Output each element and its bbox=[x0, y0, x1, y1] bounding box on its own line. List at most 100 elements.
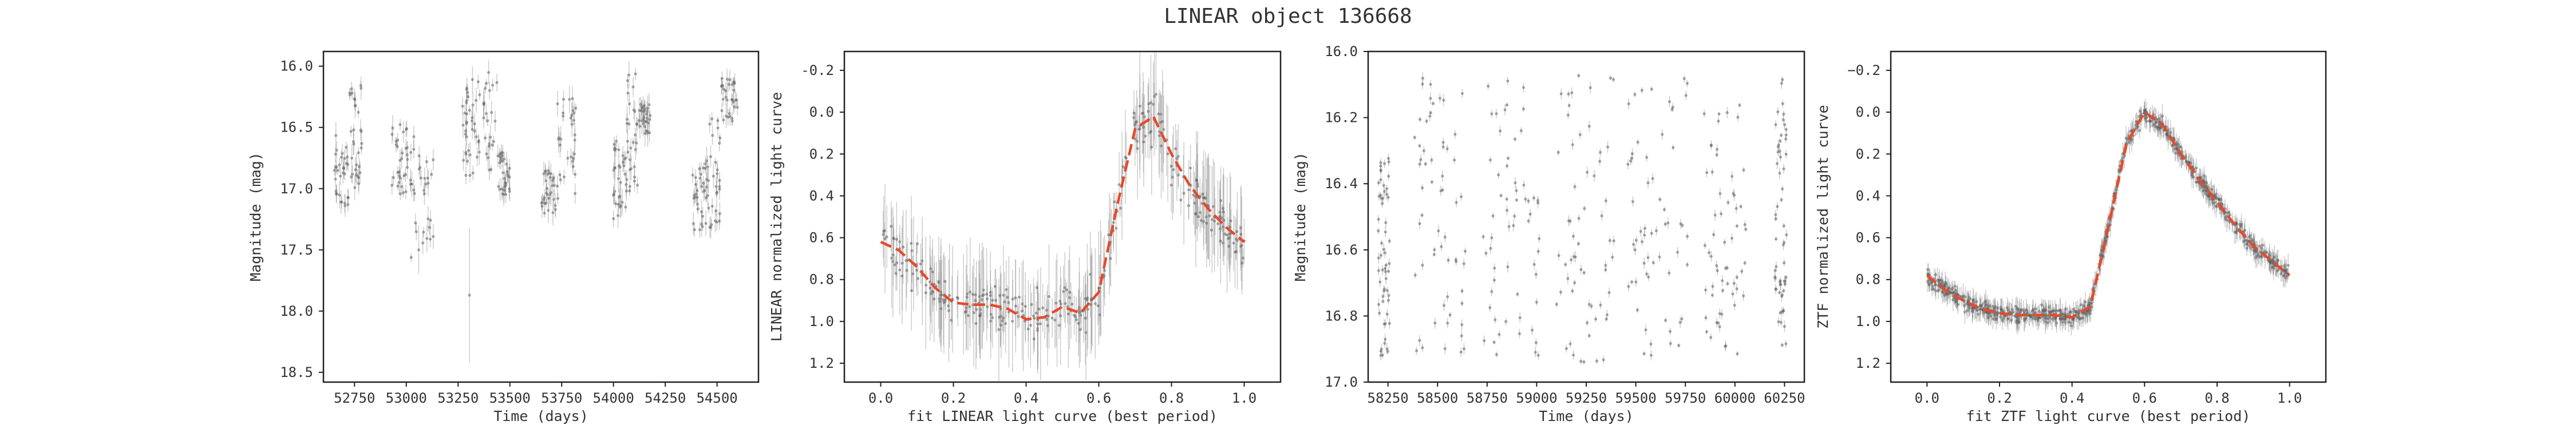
chart-1-point bbox=[612, 169, 615, 172]
chart-1-point bbox=[612, 217, 615, 221]
chart-1-point bbox=[700, 210, 704, 213]
chart-2-point bbox=[937, 280, 941, 283]
chart-2-data-points bbox=[882, 51, 1246, 381]
chart-3-point bbox=[1378, 311, 1381, 315]
chart-1-point bbox=[465, 112, 468, 116]
chart-4-point bbox=[2006, 308, 2010, 312]
chart-3-point bbox=[1716, 321, 1720, 325]
chart-3-point bbox=[1682, 77, 1686, 81]
chart-3-point bbox=[1379, 349, 1382, 353]
chart-3-point bbox=[1709, 255, 1713, 258]
chart-3-point bbox=[1386, 299, 1390, 302]
chart-1-point bbox=[504, 193, 508, 196]
chart-2-point bbox=[1192, 193, 1195, 197]
chart-4-point bbox=[2069, 310, 2073, 313]
chart-3-point bbox=[1534, 351, 1537, 354]
chart-4-point bbox=[2179, 157, 2183, 161]
chart-2-point bbox=[883, 229, 887, 232]
chart-4-point bbox=[2156, 117, 2160, 121]
chart-1-point bbox=[421, 241, 425, 245]
chart-1-point bbox=[549, 191, 553, 194]
chart-1-point bbox=[692, 222, 695, 225]
chart-3-point bbox=[1627, 102, 1630, 106]
chart-1-point bbox=[625, 178, 629, 181]
chart-4-point bbox=[2279, 272, 2283, 275]
chart-3-point bbox=[1780, 82, 1783, 85]
chart-2-point bbox=[966, 292, 969, 296]
chart-2-point bbox=[1079, 313, 1082, 317]
chart-1-point bbox=[624, 205, 627, 209]
chart-3-point bbox=[1735, 206, 1738, 210]
chart-2-point bbox=[997, 328, 1001, 331]
chart-2-point bbox=[974, 321, 978, 325]
chart-2-point bbox=[1227, 244, 1231, 248]
chart-2-point bbox=[938, 300, 942, 303]
chart-2-point bbox=[893, 263, 896, 267]
chart-3-point bbox=[1781, 78, 1784, 81]
chart-4-point bbox=[2128, 141, 2131, 144]
chart-4-point bbox=[2225, 219, 2229, 222]
chart-1-point bbox=[725, 98, 729, 102]
chart-1-point bbox=[614, 202, 618, 205]
chart-2-point bbox=[882, 233, 885, 236]
chart-2-point bbox=[1196, 182, 1199, 186]
chart-3-point bbox=[1776, 150, 1780, 154]
chart-4-point bbox=[1996, 306, 2000, 310]
chart-3-point bbox=[1780, 295, 1784, 298]
chart-3-point bbox=[1774, 213, 1777, 216]
chart-2-point bbox=[1113, 200, 1116, 204]
chart-3-point bbox=[1649, 342, 1653, 346]
chart-2-point bbox=[928, 280, 932, 284]
chart-3-point bbox=[1443, 347, 1447, 351]
chart-2-point bbox=[978, 308, 982, 311]
chart-1-point bbox=[705, 159, 709, 162]
chart-4-point bbox=[1942, 284, 1946, 288]
chart-1-x-tick-label: 53250 bbox=[437, 390, 479, 406]
chart-2-point bbox=[991, 299, 994, 302]
chart-2-point bbox=[1098, 313, 1101, 316]
chart-3-point bbox=[1717, 120, 1720, 123]
chart-2-point bbox=[930, 289, 934, 293]
chart-1-point bbox=[357, 176, 361, 180]
chart-3-point bbox=[1559, 92, 1563, 96]
chart-1-point bbox=[475, 98, 478, 102]
chart-2-point bbox=[911, 272, 915, 276]
chart-1-point bbox=[696, 189, 699, 192]
chart-1-point bbox=[628, 185, 631, 188]
chart-2-point bbox=[1136, 146, 1139, 150]
chart-2-point bbox=[1241, 256, 1245, 260]
chart-1-point bbox=[413, 192, 416, 195]
chart-1-point bbox=[724, 89, 728, 93]
chart-3-point bbox=[1536, 198, 1540, 202]
chart-3-point bbox=[1429, 97, 1432, 100]
chart-1-point bbox=[400, 185, 404, 188]
chart-4-point bbox=[2079, 303, 2083, 307]
chart-2-point bbox=[971, 303, 974, 307]
chart-1-point bbox=[345, 161, 348, 165]
chart-1-point bbox=[343, 201, 346, 205]
chart-3-point bbox=[1522, 107, 1525, 111]
chart-2-point bbox=[1074, 315, 1077, 318]
chart-3-point bbox=[1626, 162, 1630, 166]
chart-2-point bbox=[1030, 303, 1033, 306]
chart-1-point bbox=[628, 189, 631, 193]
chart-3-point bbox=[1681, 224, 1684, 227]
chart-3-point bbox=[1783, 279, 1786, 283]
chart-2-point bbox=[982, 288, 985, 292]
chart-3-point bbox=[1779, 311, 1782, 315]
chart-3-point bbox=[1676, 251, 1680, 254]
chart-4-point bbox=[2054, 316, 2057, 319]
chart-2-x-tick-label: 1.0 bbox=[1232, 390, 1257, 406]
chart-3-point bbox=[1437, 229, 1440, 233]
chart-1-point bbox=[626, 150, 630, 154]
chart-2-point bbox=[1132, 111, 1136, 115]
chart-3-point bbox=[1491, 214, 1495, 218]
chart-3-point bbox=[1577, 217, 1581, 220]
chart-1-point bbox=[639, 109, 643, 113]
chart-4-point bbox=[2143, 109, 2146, 112]
chart-3-point bbox=[1780, 133, 1783, 137]
chart-4-point bbox=[2089, 309, 2092, 313]
chart-4-point bbox=[1971, 306, 1974, 309]
chart-1-point bbox=[558, 173, 562, 177]
chart-1-point bbox=[629, 158, 632, 161]
